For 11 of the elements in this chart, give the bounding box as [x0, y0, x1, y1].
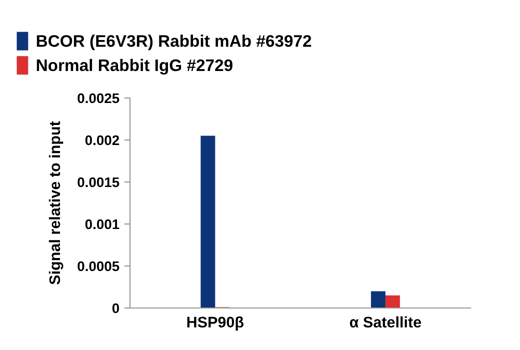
legend-label: BCOR (E6V3R) Rabbit mAb #63972 [36, 34, 312, 50]
y-tick-label: 0.001 [85, 219, 120, 230]
y-tick-label: 0.0015 [78, 177, 120, 188]
y-tick-label: 0.0025 [78, 93, 120, 104]
y-tick-label: 0.002 [85, 135, 120, 146]
x-tick-label: HSP90β [187, 316, 244, 331]
y-tick-label: 0.0005 [78, 261, 120, 272]
y-axis-title: Signal relative to input [48, 121, 64, 284]
legend-label: Normal Rabbit IgG #2729 [36, 58, 232, 75]
x-tick-label: α Satellite [350, 316, 422, 328]
y-tick-label: 0 [112, 303, 120, 314]
